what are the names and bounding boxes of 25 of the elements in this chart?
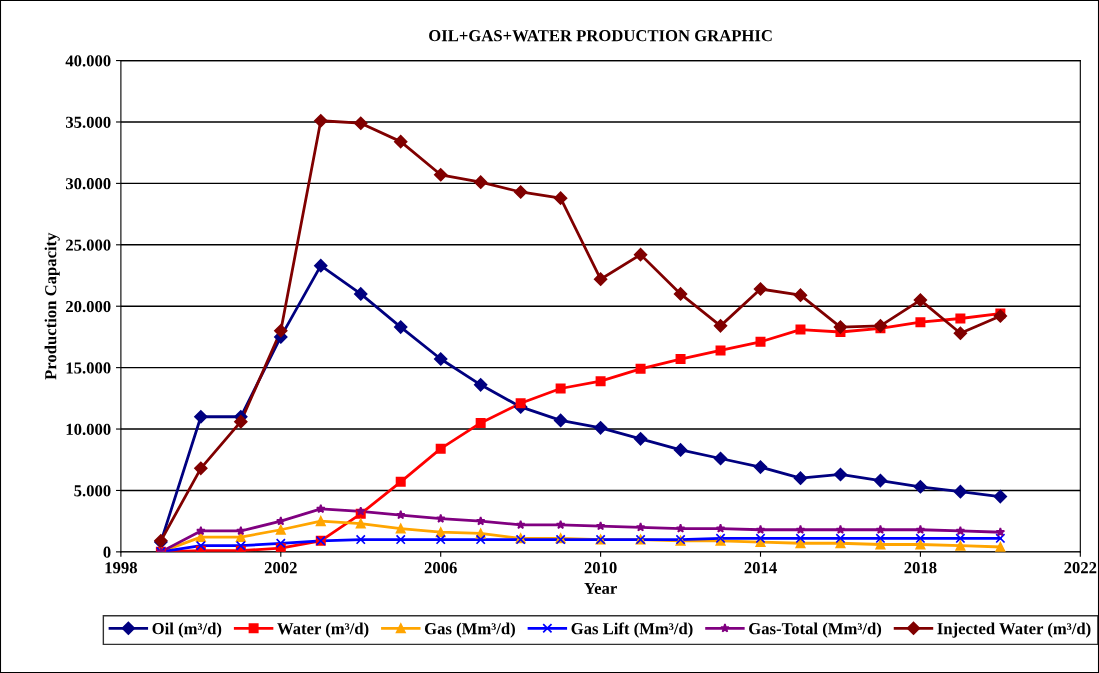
legend-label: Water (m³/d) [277, 622, 369, 638]
x-tick-label: 2014 [744, 562, 777, 574]
chart-title: OIL+GAS+WATER PRODUCTION GRAPHIC [429, 30, 772, 42]
y-tick-label: 30.000 [65, 178, 111, 190]
y-axis-title: Production Capacity [44, 232, 60, 380]
x-tick-label: 2018 [904, 562, 937, 574]
legend-label: Gas Lift (Mm³/d) [571, 622, 693, 638]
y-tick-label: 5.000 [74, 485, 111, 497]
legend-label: Gas-Total (Mm³/d) [749, 622, 882, 638]
x-tick-label: 2006 [424, 562, 457, 574]
legend-label: Oil (m³/d) [152, 622, 222, 638]
legend-label: Injected Water (m³/d) [937, 622, 1091, 638]
y-tick-label: 0 [103, 546, 111, 558]
legend-label: Gas (Mm³/d) [424, 622, 515, 638]
y-tick-label: 40.000 [65, 55, 111, 67]
y-tick-label: 20.000 [66, 300, 111, 313]
y-tick-label: 25.000 [66, 239, 111, 251]
y-tick-label: 10.000 [66, 423, 111, 436]
x-tick-label: 2022 [1064, 562, 1097, 574]
x-tick-label: 1998 [105, 562, 137, 574]
x-tick-label: 2002 [264, 562, 297, 574]
x-tick-label: 2010 [584, 562, 617, 574]
y-tick-label: 35.000 [65, 116, 111, 128]
y-tick-label: 15.000 [66, 362, 111, 374]
x-axis-title: Year [584, 582, 617, 594]
